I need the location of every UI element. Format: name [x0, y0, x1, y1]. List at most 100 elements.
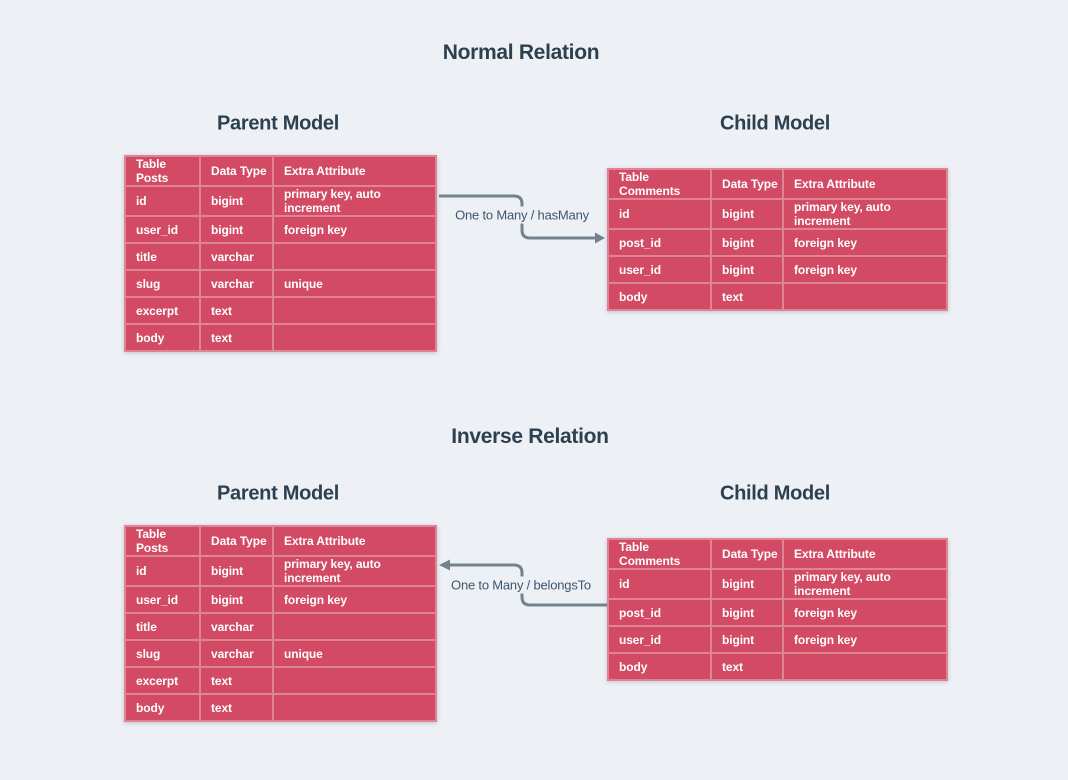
- table-cell: foreign key: [782, 255, 948, 284]
- table-cell: unique: [272, 269, 437, 298]
- table-header-row: Table Posts Data Type Extra Attribute: [124, 155, 437, 187]
- column-header: Extra Attribute: [782, 168, 948, 200]
- table-row: id bigint primary key, auto increment: [124, 185, 437, 217]
- column-header: Table Posts: [124, 525, 201, 557]
- table-row: id bigint primary key, auto increment: [124, 555, 437, 587]
- table-cell: [272, 666, 437, 695]
- table-cell: bigint: [199, 585, 274, 614]
- table-cell: post_id: [607, 598, 712, 627]
- table-row: id bigint primary key, auto increment: [607, 568, 948, 600]
- table-cell: id: [124, 185, 201, 217]
- table-cell: primary key, auto increment: [272, 555, 437, 587]
- table-cell: foreign key: [272, 215, 437, 244]
- table-cell: bigint: [710, 625, 784, 654]
- table-row: body text: [124, 323, 437, 352]
- column-header: Extra Attribute: [782, 538, 948, 570]
- arrow-left-icon: [439, 559, 450, 571]
- table-cell: user_id: [124, 215, 201, 244]
- table-cell: slug: [124, 639, 201, 668]
- table-header-row: Table Posts Data Type Extra Attribute: [124, 525, 437, 557]
- section-title-inverse-relation: Inverse Relation: [451, 425, 609, 448]
- table-cell: [782, 282, 948, 311]
- section-title-normal-relation: Normal Relation: [442, 41, 600, 64]
- table-cell: text: [710, 282, 784, 311]
- column-header: Extra Attribute: [272, 525, 437, 557]
- table-cell: text: [710, 652, 784, 681]
- table-cell: [272, 612, 437, 641]
- table-cell: primary key, auto increment: [782, 198, 948, 230]
- child-model-heading: Child Model: [719, 482, 831, 505]
- table-cell: [272, 296, 437, 325]
- table-cell: [272, 242, 437, 271]
- table-cell: [782, 652, 948, 681]
- table-cell: title: [124, 242, 201, 271]
- table-cell: foreign key: [782, 625, 948, 654]
- table-row: body text: [607, 652, 948, 681]
- table-cell: user_id: [124, 585, 201, 614]
- table-row: title varchar: [124, 612, 437, 641]
- table-cell: text: [199, 693, 274, 722]
- column-header: Extra Attribute: [272, 155, 437, 187]
- table-cell: varchar: [199, 612, 274, 641]
- table-cell: bigint: [710, 228, 784, 257]
- table-row: body text: [607, 282, 948, 311]
- table-cell: bigint: [710, 598, 784, 627]
- table-cell: varchar: [199, 269, 274, 298]
- table-cell: body: [607, 652, 712, 681]
- table-cell: bigint: [199, 555, 274, 587]
- table-cell: text: [199, 666, 274, 695]
- column-header: Table Comments: [607, 168, 712, 200]
- table-cell: excerpt: [124, 296, 201, 325]
- table-cell: user_id: [607, 255, 712, 284]
- table-cell: foreign key: [272, 585, 437, 614]
- table-cell: bigint: [710, 568, 784, 600]
- table-cell: [272, 323, 437, 352]
- table-cell: text: [199, 296, 274, 325]
- table-row: excerpt text: [124, 666, 437, 695]
- table-cell: foreign key: [782, 598, 948, 627]
- child-model-heading: Child Model: [719, 112, 831, 135]
- table-row: user_id bigint foreign key: [607, 255, 948, 284]
- table-row: user_id bigint foreign key: [124, 215, 437, 244]
- child-model-table: Table Comments Data Type Extra Attribute id…: [607, 168, 948, 311]
- table-row: excerpt text: [124, 296, 437, 325]
- table-row: post_id bigint foreign key: [607, 228, 948, 257]
- parent-model-table: Table Posts Data Type Extra Attribute id big…: [124, 155, 437, 352]
- table-cell: varchar: [199, 639, 274, 668]
- table-row: title varchar: [124, 242, 437, 271]
- column-header: Data Type: [710, 168, 784, 200]
- table-cell: bigint: [710, 255, 784, 284]
- table-cell: user_id: [607, 625, 712, 654]
- table-cell: body: [124, 323, 201, 352]
- arrow-right-icon: [595, 232, 605, 244]
- table-row: slug varchar unique: [124, 639, 437, 668]
- table-header-row: Table Comments Data Type Extra Attribute: [607, 168, 948, 200]
- parent-model-table: Table Posts Data Type Extra Attribute id big…: [124, 525, 437, 722]
- relation-label-has-many: One to Many / hasMany: [451, 206, 593, 224]
- relation-label-belongs-to: One to Many / belongsTo: [447, 576, 595, 594]
- column-header: Data Type: [710, 538, 784, 570]
- child-model-table: Table Comments Data Type Extra Attribute id…: [607, 538, 948, 681]
- table-cell: slug: [124, 269, 201, 298]
- table-cell: post_id: [607, 228, 712, 257]
- table-row: post_id bigint foreign key: [607, 598, 948, 627]
- table-cell: bigint: [710, 198, 784, 230]
- column-header: Data Type: [199, 525, 274, 557]
- table-cell: primary key, auto increment: [782, 568, 948, 600]
- table-cell: text: [199, 323, 274, 352]
- parent-model-heading: Parent Model: [217, 112, 339, 135]
- table-header-row: Table Comments Data Type Extra Attribute: [607, 538, 948, 570]
- column-header: Table Posts: [124, 155, 201, 187]
- table-cell: foreign key: [782, 228, 948, 257]
- table-cell: bigint: [199, 215, 274, 244]
- table-cell: id: [607, 198, 712, 230]
- table-row: user_id bigint foreign key: [607, 625, 948, 654]
- table-row: user_id bigint foreign key: [124, 585, 437, 614]
- table-row: id bigint primary key, auto increment: [607, 198, 948, 230]
- column-header: Data Type: [199, 155, 274, 187]
- table-cell: body: [124, 693, 201, 722]
- table-row: slug varchar unique: [124, 269, 437, 298]
- column-header: Table Comments: [607, 538, 712, 570]
- table-cell: id: [124, 555, 201, 587]
- table-row: body text: [124, 693, 437, 722]
